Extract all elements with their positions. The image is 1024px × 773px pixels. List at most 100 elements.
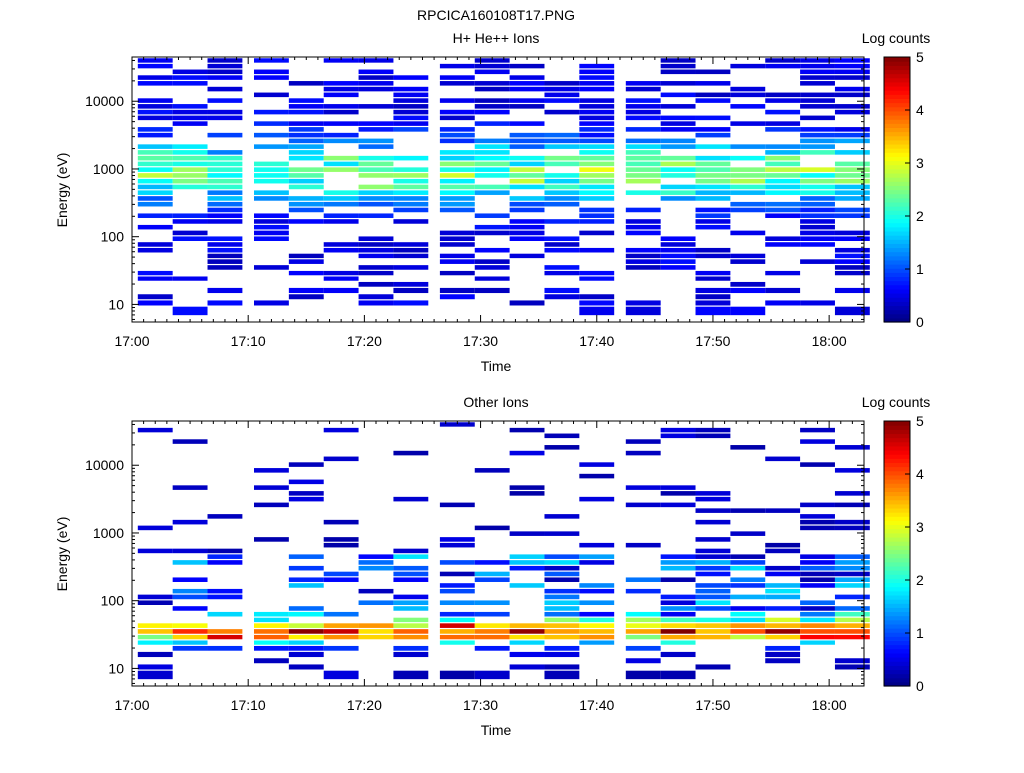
colorbar-step bbox=[884, 230, 910, 236]
heatmap-cell bbox=[730, 611, 766, 617]
heatmap-cell bbox=[439, 253, 475, 259]
heatmap-cell bbox=[137, 58, 173, 63]
heatmap-cell bbox=[474, 577, 510, 582]
heatmap-cell bbox=[474, 468, 510, 473]
colorbar-tick-label: 3 bbox=[916, 155, 924, 171]
heatmap-cell bbox=[358, 600, 394, 605]
heatmap-cell bbox=[579, 155, 615, 161]
heatmap-cell bbox=[579, 109, 615, 115]
heatmap-cell bbox=[625, 98, 661, 103]
heatmap-cell bbox=[660, 173, 696, 178]
heatmap-cell bbox=[579, 138, 615, 144]
heatmap-cell bbox=[509, 491, 545, 496]
heatmap-cell bbox=[765, 645, 801, 651]
heatmap-cell bbox=[474, 634, 510, 640]
heatmap-cell bbox=[393, 577, 429, 582]
colorbar-step bbox=[884, 102, 910, 108]
heatmap-cell bbox=[439, 75, 475, 80]
heatmap-cell bbox=[207, 219, 243, 224]
heatmap-cell bbox=[800, 611, 835, 617]
heatmap-cell bbox=[695, 496, 731, 502]
heatmap-cell bbox=[765, 178, 801, 184]
heatmap-cell bbox=[579, 300, 615, 306]
heatmap-cell bbox=[695, 629, 731, 634]
heatmap-cell bbox=[358, 138, 394, 144]
heatmap-cell bbox=[625, 144, 661, 149]
heatmap-cell bbox=[660, 236, 696, 241]
heatmap-cell bbox=[625, 439, 661, 444]
colorbar-step bbox=[884, 565, 910, 571]
heatmap-cell bbox=[172, 623, 208, 628]
heatmap-cell bbox=[695, 196, 731, 201]
colorbar-tick-label: 1 bbox=[916, 261, 924, 277]
heatmap-cell bbox=[800, 213, 835, 218]
heatmap-cell bbox=[579, 634, 615, 640]
colorbar-step bbox=[884, 110, 910, 116]
heatmap-cell bbox=[834, 554, 870, 559]
heatmap-cell bbox=[393, 287, 429, 294]
heatmap-cell bbox=[579, 98, 615, 103]
heatmap-cell bbox=[625, 634, 661, 640]
heatmap-cell bbox=[393, 247, 429, 253]
heatmap-cell bbox=[358, 144, 394, 149]
heatmap-cell bbox=[579, 150, 615, 155]
heatmap-cell bbox=[509, 121, 545, 126]
heatmap-cell bbox=[730, 617, 766, 623]
heatmap-cell bbox=[393, 104, 429, 109]
heatmap-cell bbox=[393, 265, 429, 270]
heatmap-cell bbox=[834, 445, 870, 450]
heatmap-cell bbox=[474, 173, 510, 178]
heatmap-cell bbox=[730, 623, 766, 628]
heatmap-cell bbox=[137, 670, 173, 680]
heatmap-cell bbox=[695, 178, 731, 184]
heatmap-cell bbox=[137, 224, 173, 230]
colorbar-step bbox=[884, 574, 910, 579]
heatmap-cell bbox=[172, 69, 208, 75]
heatmap-cell bbox=[579, 611, 615, 617]
y-axis-label: Energy (eV) bbox=[54, 517, 70, 592]
heatmap-cell bbox=[439, 502, 475, 508]
heatmap-cell bbox=[288, 565, 324, 571]
heatmap-cell bbox=[207, 63, 243, 69]
heatmap-cell bbox=[207, 207, 243, 213]
heatmap-cell bbox=[800, 242, 835, 247]
heatmap-cell bbox=[730, 629, 766, 634]
heatmap-cell bbox=[439, 138, 475, 144]
heatmap-cell bbox=[695, 294, 731, 300]
colorbar-step bbox=[884, 586, 910, 592]
heatmap-cell bbox=[358, 554, 394, 559]
heatmap-cell bbox=[660, 196, 696, 201]
heatmap-cell bbox=[834, 519, 870, 525]
heatmap-cell bbox=[172, 577, 208, 582]
heatmap-cell bbox=[137, 98, 173, 103]
heatmap-cell bbox=[730, 606, 766, 611]
heatmap-cell bbox=[834, 468, 870, 473]
heatmap-cell bbox=[137, 651, 173, 658]
heatmap-cell bbox=[474, 571, 510, 577]
heatmap-cell bbox=[579, 173, 615, 178]
heatmap-cell bbox=[800, 577, 835, 582]
heatmap-cell bbox=[579, 270, 615, 276]
colorbar-step bbox=[884, 226, 910, 232]
heatmap-cell bbox=[625, 670, 661, 680]
colorbar-step bbox=[884, 143, 910, 149]
heatmap-cell bbox=[695, 276, 731, 281]
heatmap-cell bbox=[509, 224, 545, 230]
heatmap-cell bbox=[323, 161, 359, 167]
heatmap-cell bbox=[544, 184, 580, 190]
heatmap-cell bbox=[323, 104, 359, 109]
heatmap-cell bbox=[509, 664, 545, 670]
colorbar-step bbox=[884, 148, 910, 153]
heatmap-cell bbox=[660, 629, 696, 634]
colorbar-step bbox=[884, 421, 910, 426]
heatmap-cell bbox=[137, 623, 173, 628]
heatmap-cell bbox=[393, 670, 429, 680]
colorbar-step bbox=[884, 168, 910, 174]
heatmap-cell bbox=[254, 640, 289, 645]
heatmap-cell bbox=[800, 617, 835, 623]
heatmap-cell bbox=[323, 611, 359, 617]
heatmap-cell bbox=[625, 265, 661, 270]
heatmap-cell bbox=[765, 508, 801, 513]
heatmap-cell bbox=[800, 634, 835, 640]
heatmap-cell bbox=[358, 588, 394, 594]
